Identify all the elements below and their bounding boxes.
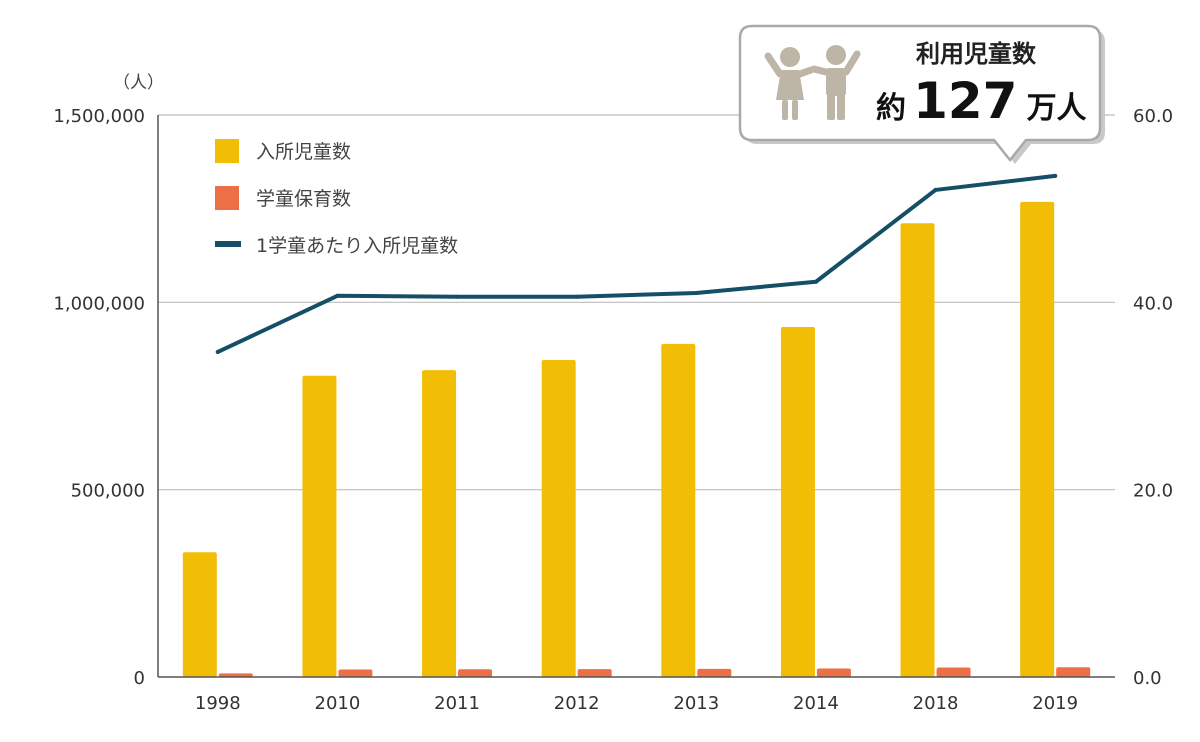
callout-number: 127 xyxy=(913,72,1017,130)
ratio-point xyxy=(1053,173,1058,178)
legend-swatch-children xyxy=(215,139,239,163)
bar-children xyxy=(182,552,217,677)
y-left-tick-label: 1,000,000 xyxy=(53,293,145,314)
bar-clubs xyxy=(338,669,373,677)
y-right-tick-label: 40.0 xyxy=(1133,293,1173,314)
y-right-tick-label: 0.0 xyxy=(1133,668,1162,689)
legend-label-children: 入所児童数 xyxy=(256,141,351,163)
children-icon xyxy=(764,45,861,120)
bar-children xyxy=(661,343,696,677)
y-right-tick-label: 20.0 xyxy=(1133,481,1173,502)
y-right-ticks: 0.0 20.0 40.0 60.0 xyxy=(1133,106,1173,689)
ratio-point xyxy=(694,290,699,295)
bar-children xyxy=(422,370,457,677)
legend-swatch-ratio xyxy=(215,241,241,247)
ratio-point xyxy=(335,293,340,298)
callout-prefix: 約 xyxy=(876,91,906,126)
legend-label-clubs: 学童保育数 xyxy=(256,188,351,210)
legend-swatch-clubs xyxy=(215,186,239,210)
bar-clubs xyxy=(936,667,971,677)
ratio-point xyxy=(813,279,818,284)
callout-suffix: 万人 xyxy=(1027,91,1087,126)
legend: 入所児童数 学童保育数 1学童あたり入所児童数 xyxy=(215,139,458,257)
bar-clubs xyxy=(577,669,612,677)
gridlines xyxy=(158,114,1115,491)
y-left-tick-label: 1,500,000 xyxy=(53,106,145,127)
ratio-point xyxy=(933,187,938,192)
y-left-tick-label: 500,000 xyxy=(71,481,145,502)
ratio-point xyxy=(215,349,220,354)
bar-children xyxy=(541,360,576,677)
x-tick-label: 1998 xyxy=(195,693,241,714)
ratio-point xyxy=(574,294,579,299)
y-left-ticks: 0 500,000 1,000,000 1,500,000 xyxy=(53,106,145,689)
x-tick-label: 2013 xyxy=(673,693,719,714)
bars xyxy=(182,201,1091,677)
bar-children xyxy=(780,327,815,677)
callout-bubble: 利用児童数 約 127 万人 xyxy=(738,24,1105,164)
x-tick-label: 2011 xyxy=(434,693,480,714)
axes xyxy=(157,115,1115,678)
bar-clubs xyxy=(218,673,253,677)
bar-clubs xyxy=(697,668,732,677)
ratio-point xyxy=(455,294,460,299)
y-left-unit: （人） xyxy=(113,73,164,93)
ratio-line xyxy=(215,173,1058,354)
bar-clubs xyxy=(816,668,851,677)
y-left-tick-label: 0 xyxy=(134,668,145,689)
y-right-tick-label: 60.0 xyxy=(1133,106,1173,127)
bar-clubs xyxy=(458,669,493,677)
bar-children xyxy=(302,375,337,677)
x-tick-label: 2019 xyxy=(1032,693,1078,714)
x-ticks: 1998 2010 2011 2012 2013 2014 2018 2019 xyxy=(195,693,1078,714)
bar-children xyxy=(1020,201,1055,677)
callout-title: 利用児童数 xyxy=(916,40,1037,68)
x-tick-label: 2014 xyxy=(793,693,839,714)
x-tick-label: 2012 xyxy=(554,693,600,714)
x-tick-label: 2010 xyxy=(315,693,361,714)
bar-children xyxy=(900,223,935,677)
legend-label-ratio: 1学童あたり入所児童数 xyxy=(256,235,458,257)
ratio-line-group xyxy=(215,173,1058,354)
bar-clubs xyxy=(1056,667,1091,677)
x-tick-label: 2018 xyxy=(913,693,959,714)
callout-value: 約 127 万人 xyxy=(876,72,1087,130)
